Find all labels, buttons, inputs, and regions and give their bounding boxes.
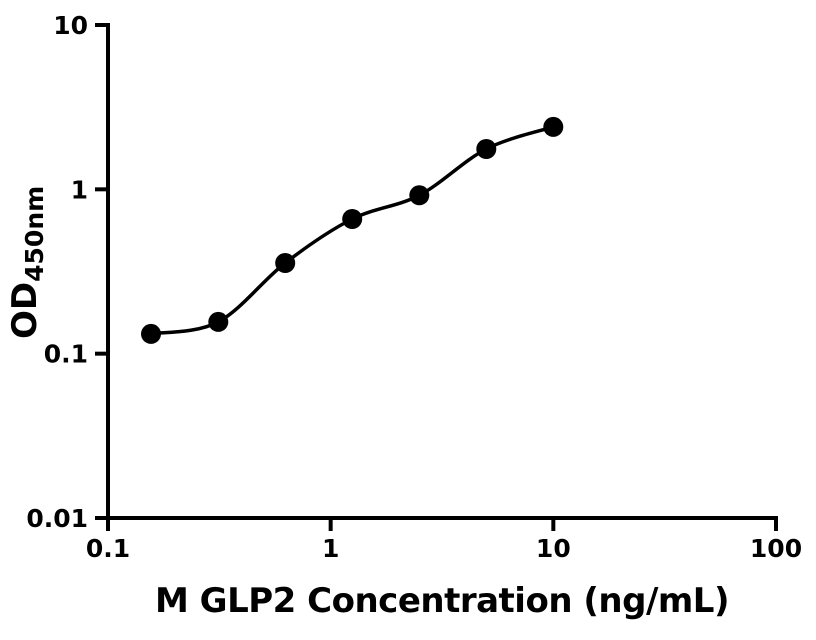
x-tick-label: 10 xyxy=(536,534,571,563)
x-tick-label: 0.1 xyxy=(86,534,130,563)
data-point xyxy=(543,116,564,137)
data-point xyxy=(275,253,296,273)
x-tick-label: 100 xyxy=(750,534,802,563)
data-point xyxy=(342,209,363,229)
y-axis-label: OD450nm xyxy=(5,185,52,339)
y-axis-label-main: OD xyxy=(5,281,45,339)
y-axis-label-subscript: 450nm xyxy=(20,185,49,282)
data-point xyxy=(476,139,497,159)
y-tick-label: 1 xyxy=(71,175,88,204)
data-point xyxy=(409,185,430,206)
data-point xyxy=(141,323,161,344)
data-point xyxy=(208,311,229,332)
fit-curve xyxy=(150,125,554,336)
y-tick-label: 0.1 xyxy=(44,340,88,369)
x-tick-label: 1 xyxy=(322,534,339,563)
x-axis-label: M GLP2 Concentration (ng/mL) xyxy=(155,581,730,621)
y-tick-label: 0.01 xyxy=(26,504,88,533)
y-tick-label: 10 xyxy=(53,11,88,40)
